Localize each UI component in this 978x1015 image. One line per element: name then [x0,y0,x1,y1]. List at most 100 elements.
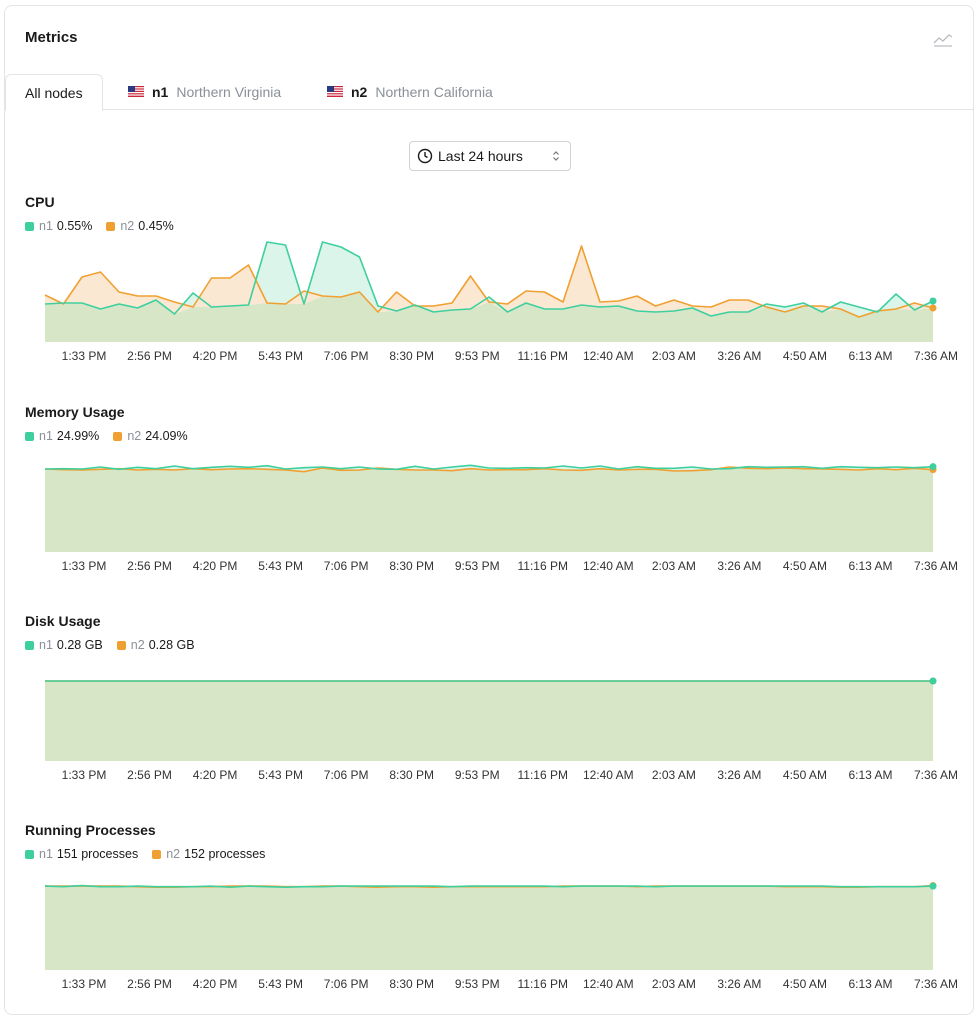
legend-value: 152 processes [184,847,266,861]
area-base [45,886,933,970]
line-n2 [44,245,934,318]
legend-node: n1 [39,847,53,861]
legend-value: 151 processes [56,847,139,861]
processes-chart: 1:33 PM 2:56 PM 4:20 PM 5:43 PM 7:06 PM 8:30 … [44,882,958,991]
legend-item-n1[interactable]: n1 0.28 GB [25,638,103,652]
x-tick-label: 7:06 PM [324,977,369,991]
x-tick-label: 7:06 PM [324,559,369,573]
cpu-title: CPU [25,194,55,210]
x-tick-label: 7:36 AM [914,768,958,782]
memory-legend: n1 24.99% n2 24.09% [25,429,202,443]
x-tick-label: 2:56 PM [127,349,172,363]
legend-item-n2[interactable]: n2 152 processes [152,847,265,861]
legend-item-n2[interactable]: n2 24.09% [113,429,188,443]
x-tick-label: 6:13 AM [848,349,892,363]
legend-node: n2 [130,638,145,652]
x-tick-label: 12:40 AM [583,977,634,991]
us-flag-icon [128,86,144,98]
x-tick-label: 11:16 PM [518,349,568,363]
x-tick-label: 12:40 AM [583,559,634,573]
tab-all-nodes[interactable]: All nodes [5,74,103,111]
us-flag-icon [327,86,343,98]
legend-swatch [116,641,126,650]
memory-title: Memory Usage [25,404,125,420]
area-n2 [45,246,933,317]
legend-item-n1[interactable]: n1 24.99% [25,429,99,443]
x-tick-label: 9:53 PM [455,768,500,782]
x-tick-label: 1:33 PM [62,349,107,363]
card-header: Metrics [5,6,973,74]
x-tick-label: 7:36 AM [914,559,958,573]
end-dot-n1 [929,463,937,471]
disk-legend: n1 0.28 GB n2 0.28 GB [25,638,209,652]
legend-swatch [25,222,34,231]
legend-swatch [152,850,162,859]
x-tick-label: 9:53 PM [455,977,500,991]
x-tick-label: 12:40 AM [583,768,634,782]
legend-value: 0.45% [138,219,174,233]
x-tick-label: 6:13 AM [848,977,892,991]
tab-node-id: n2 [351,84,368,100]
x-tick-label: 6:13 AM [848,768,892,782]
chart-line-icon[interactable] [933,28,953,48]
tab-node-id: n1 [152,84,169,100]
x-tick-label: 2:56 PM [127,768,172,782]
x-tick-label: 4:50 AM [783,349,827,363]
x-tick-label: 5:43 PM [258,349,303,363]
disk-chart: 1:33 PM 2:56 PM 4:20 PM 5:43 PM 7:06 PM 8:30 … [45,677,958,782]
end-dot-n1 [929,297,937,305]
x-tick-label: 2:03 AM [652,349,696,363]
line-n1 [44,241,934,317]
cpu-chart: 1:33 PM 2:56 PM 4:20 PM 5:43 PM 7:06 PM 8:30 … [44,241,958,363]
x-tick-label: 4:50 AM [783,768,827,782]
legend-node: n2 [127,429,142,443]
processes-legend: n1 151 processes n2 152 processes [25,847,279,861]
x-tick-label: 7:36 AM [914,349,958,363]
legend-item-n2[interactable]: n2 0.28 GB [116,638,195,652]
legend-swatch [113,432,123,441]
tab-n1[interactable]: n1 Northern Virginia [128,74,281,110]
x-tick-label: 7:06 PM [324,349,369,363]
end-dot-n1 [929,882,937,890]
legend-node: n2 [166,847,181,861]
legend-item-n2[interactable]: n2 0.45% [106,219,174,233]
x-tick-label: 8:30 PM [389,559,434,573]
node-tabs: All nodes n1 Northern Virginia n2 Northern… [5,74,973,111]
x-tick-label: 7:36 AM [914,977,958,991]
x-tick-label: 5:43 PM [258,768,303,782]
x-tick-label: 2:56 PM [127,559,172,573]
x-tick-label: 3:26 AM [717,977,761,991]
x-tick-label: 6:13 AM [848,559,892,573]
memory-chart: 1:33 PM 2:56 PM 4:20 PM 5:43 PM 7:06 PM 8:30 … [44,463,958,573]
x-tick-label: 11:16 PM [518,768,568,782]
area-base [45,292,933,342]
area-base [45,468,933,552]
time-range-label: Last 24 hours [438,148,523,164]
x-tick-label: 8:30 PM [389,977,434,991]
x-tick-label: 2:56 PM [127,977,172,991]
x-tick-label: 9:53 PM [455,559,500,573]
legend-swatch [106,222,116,231]
tab-region: Northern Virginia [176,84,282,100]
tab-n2[interactable]: n2 Northern California [327,74,493,110]
x-tick-label: 3:26 AM [717,349,761,363]
time-range-select[interactable]: Last 24 hours [409,141,571,171]
metrics-card: Metrics All nodes n1 Northern Virginia [4,5,974,1015]
cpu-legend: n1 0.55% n2 0.45% [25,219,188,233]
x-tick-label: 4:20 PM [193,977,238,991]
legend-item-n1[interactable]: n1 0.55% [25,219,92,233]
x-tick-label: 4:20 PM [193,768,238,782]
end-dot-n1 [929,677,937,685]
legend-value: 0.28 GB [56,638,103,652]
x-tick-label: 2:03 AM [652,559,696,573]
x-tick-label: 1:33 PM [62,977,107,991]
x-tick-label: 2:03 AM [652,977,696,991]
x-tick-label: 5:43 PM [258,559,303,573]
legend-node: n1 [39,429,53,443]
x-tick-label: 2:03 AM [652,768,696,782]
legend-item-n1[interactable]: n1 151 processes [25,847,138,861]
x-tick-label: 12:40 AM [583,349,634,363]
x-tick-label: 11:16 PM [518,559,568,573]
x-tick-label: 3:26 AM [717,768,761,782]
legend-swatch [25,432,34,441]
